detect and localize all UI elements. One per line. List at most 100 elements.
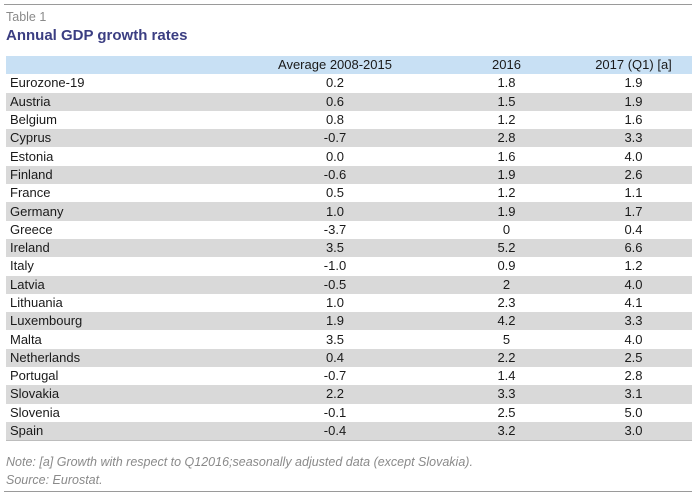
cell-country: Italy [10,258,34,274]
table-body: Eurozone-19 0.2 1.8 1.9 Austria 0.6 1.5 1.9 Belg… [6,74,692,442]
table-row: Eurozone-19 0.2 1.8 1.9 [6,74,692,93]
cell-average: -1.0 [323,258,347,274]
cell-2016: 1.4 [497,368,516,384]
column-header-2016: 2016 [492,57,521,73]
table-row: Slovakia 2.2 3.3 3.1 [6,385,692,404]
cell-country: Lithuania [10,295,63,310]
cell-average: 0.4 [325,349,345,365]
cell-2016: 2.8 [497,130,516,146]
cell-2016: 1.2 [497,185,516,201]
table-row: Ireland 3.5 5.2 6.6 [6,238,692,258]
cell-country: Finland [10,166,53,182]
table-row: Belgium 0.8 1.2 1.6 [6,110,692,130]
cell-2016: 2.3 [497,295,516,310]
cell-2017: 1.2 [624,258,643,274]
cell-2016: 5.2 [497,240,516,256]
gdp-growth-table: Average 2008-2015 2016 2017 (Q1) [a] Eur… [6,56,692,442]
bottom-divider [4,491,692,492]
table-row: Cyprus -0.7 2.8 3.3 [6,129,692,148]
table-row: Slovenia -0.1 2.5 5.0 [6,403,692,422]
cell-average: -0.4 [228,421,438,442]
cell-2016: 1.5 [497,93,516,109]
cell-average: 2.2 [325,386,345,402]
cell-country: Belgium [10,112,57,128]
table-header-row: Average 2008-2015 2016 2017 (Q1) [a] [6,56,692,75]
cell-2016: 1.2 [497,112,516,128]
cell-2017: 1.6 [624,112,643,128]
table-title: Annual GDP growth rates [6,27,188,44]
cell-2017: 4.0 [624,331,643,347]
cell-2017: 1.7 [624,203,643,219]
table-row: Finland -0.6 1.9 2.6 [6,165,692,185]
cell-2017: 3.1 [624,386,643,402]
cell-2017: 3.3 [624,130,643,146]
footnote: Note: [a] Growth with respect to Q12016;… [6,455,473,469]
cell-2016: 4.2 [497,313,516,329]
table-notes: Note: [a] Growth with respect to Q12016;… [6,453,473,489]
cell-average: 0.0 [325,148,345,164]
cell-2016: 5 [502,331,511,347]
cell-2017: 1.9 [624,93,643,109]
cell-country: France [10,185,51,201]
cell-average: -0.5 [323,276,347,292]
cell-country: Luxembourg [10,313,83,329]
cell-2017: 4.1 [624,295,643,310]
cell-country: Latvia [10,276,45,292]
cell-average: 1.0 [325,295,345,310]
cell-2017: 1.9 [624,75,643,91]
cell-average: 3.5 [325,331,345,347]
cell-average: 0.8 [325,112,345,128]
cell-2017: 2.5 [624,349,643,365]
cell-country: Ireland [10,240,50,256]
table-row: Luxembourg 1.9 4.2 3.3 [6,312,692,331]
cell-2016: 1.9 [497,203,516,219]
cell-2017: 5.0 [624,404,643,420]
cell-average: 1.0 [325,203,345,219]
cell-2016: 3.2 [438,421,571,442]
table-number: Table 1 [6,10,47,24]
cell-2017: 3.0 [571,421,692,442]
cell-average: -0.7 [323,368,347,384]
cell-2016: 3.3 [497,386,516,402]
column-header-2017: 2017 (Q1) [a] [595,57,672,73]
cell-2016: 2.5 [497,404,516,420]
table-row: Malta 3.5 5 4.0 [6,330,692,349]
cell-country: Slovakia [10,386,60,402]
cell-2017: 0.4 [624,221,643,237]
cell-country: Germany [10,203,64,219]
cell-2017: 4.0 [624,148,643,164]
cell-average: 0.2 [325,75,345,91]
source-line: Source: Eurostat. [6,473,103,487]
cell-2016: 1.6 [497,148,516,164]
cell-country: Portugal [10,368,59,384]
cell-2017: 2.6 [624,166,643,182]
cell-country: Malta [10,331,42,347]
cell-average: 1.9 [325,313,345,329]
cell-2016: 2 [502,276,511,292]
cell-country: Spain [6,421,228,442]
cell-country: Austria [10,93,51,109]
table-row: Greece -3.7 0 0.4 [6,220,692,239]
table-row: Germany 1.0 1.9 1.7 [6,202,692,221]
table-row: Italy -1.0 0.9 1.2 [6,257,692,276]
cell-2017: 6.6 [624,240,643,256]
cell-2017: 3.3 [624,313,643,329]
table-row: Netherlands 0.4 2.2 2.5 [6,348,692,368]
cell-2016: 1.8 [497,75,516,91]
cell-country: Greece [10,221,53,237]
table-row: France 0.5 1.2 1.1 [6,184,692,203]
cell-average: -0.7 [323,130,347,146]
cell-average: -3.7 [323,221,347,237]
cell-2017: 4.0 [624,276,643,292]
table-row: Portugal -0.7 1.4 2.8 [6,367,692,386]
column-header-average: Average 2008-2015 [278,57,392,73]
table-figure: Table 1 Annual GDP growth rates Average … [4,4,692,493]
column-header-country [6,56,228,74]
top-divider [4,4,692,5]
table-row: Austria 0.6 1.5 1.9 [6,92,692,111]
cell-2016: 0.9 [497,258,516,274]
cell-average: -0.1 [323,404,347,420]
cell-country: Netherlands [10,349,81,365]
table-row: Lithuania 1.0 2.3 4.1 [6,293,692,313]
cell-average: 0.5 [325,185,345,201]
